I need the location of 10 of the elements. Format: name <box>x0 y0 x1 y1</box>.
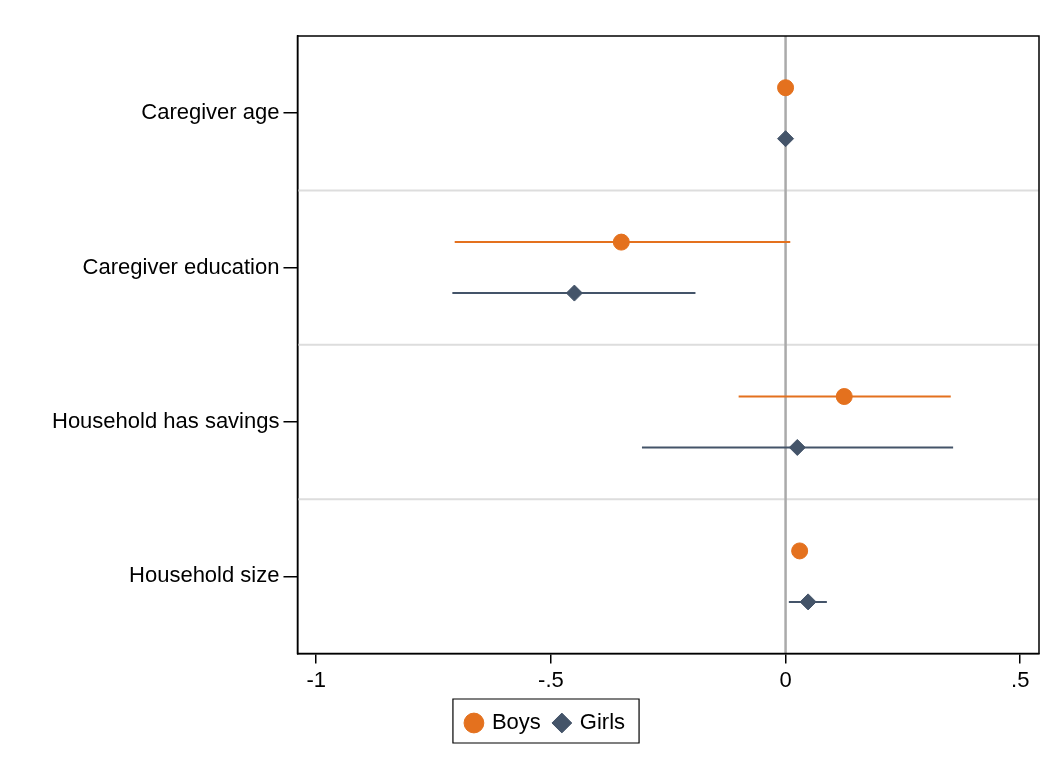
y-tick-label: Caregiver age <box>141 99 280 125</box>
y-tick-label: Household has savings <box>51 408 280 434</box>
x-tick-label: -.5 <box>538 666 564 692</box>
y-tick-label: Caregiver education <box>82 253 280 279</box>
x-tick-label: -1 <box>306 666 327 692</box>
x-tick-label: .5 <box>1011 666 1030 692</box>
legend-label: Boys <box>491 709 541 735</box>
legend-label: Girls <box>579 709 626 735</box>
y-tick-label: Household size <box>129 562 280 588</box>
x-tick-label: 0 <box>779 666 792 692</box>
